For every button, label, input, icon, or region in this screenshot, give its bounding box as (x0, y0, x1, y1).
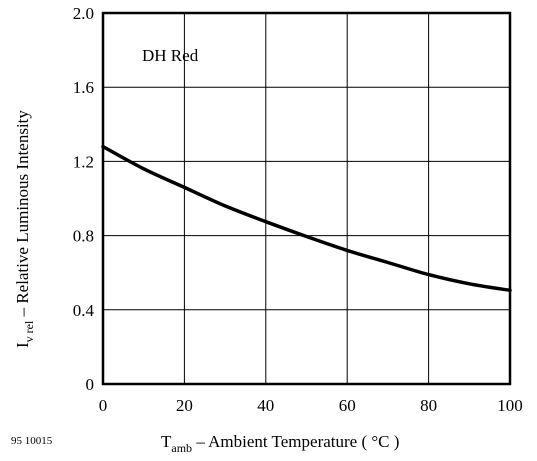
y-tick-labels: 0 0.4 0.8 1.2 1.6 2.0 (73, 4, 95, 394)
figure-id: 95 10015 (11, 435, 53, 447)
x-tick-label-1: 20 (176, 396, 193, 415)
x-axis-text: – Ambient Temperature ( °C ) (192, 432, 399, 451)
x-tick-label-5: 100 (497, 396, 523, 415)
y-tick-label-1: 0.4 (73, 301, 95, 320)
x-tick-label-3: 60 (339, 396, 356, 415)
y-axis-text: – Relative Luminous Intensity (13, 110, 32, 321)
x-tick-labels: 0 20 40 60 80 100 (99, 396, 523, 415)
y-axis-symbol: I (13, 342, 32, 348)
x-tick-label-2: 40 (257, 396, 274, 415)
y-tick-label-3: 1.2 (73, 152, 94, 171)
y-tick-label-2: 0.8 (73, 227, 94, 246)
x-axis-subscript: amb (171, 441, 192, 455)
x-tick-label-0: 0 (99, 396, 108, 415)
y-tick-label-4: 1.6 (73, 78, 94, 97)
series-annotation: DH Red (142, 46, 199, 65)
x-axis-label: Tamb – Ambient Temperature ( °C ) (161, 432, 399, 455)
y-tick-label-5: 2.0 (73, 4, 94, 23)
plot-frame (101, 11, 512, 386)
y-axis-subscript: v rel (22, 320, 36, 342)
y-axis-label: Iv rel – Relative Luminous Intensity (13, 110, 36, 348)
grid-lines (103, 13, 510, 384)
x-axis-symbol: T (161, 432, 172, 451)
y-tick-label-0: 0 (86, 375, 95, 394)
x-tick-label-4: 80 (420, 396, 437, 415)
series-line-dh-red (101, 144, 512, 293)
